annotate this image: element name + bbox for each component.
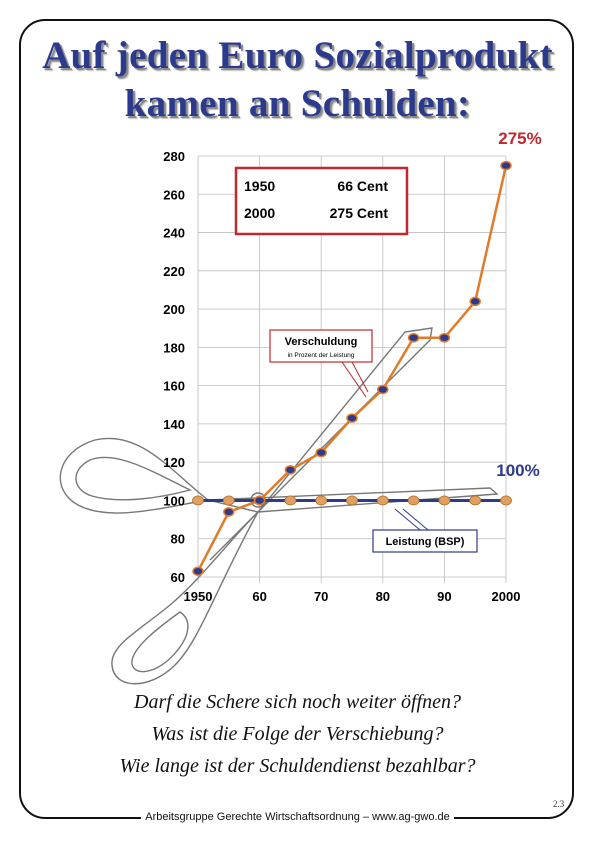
y-tick-160: 160: [163, 379, 185, 394]
footer-text: Arbeitsgruppe Gerechte Wirtschaftsordnun…: [141, 811, 454, 823]
y-tick-140: 140: [163, 417, 185, 432]
x-tick-2000: 2000: [492, 589, 521, 604]
callout-leistung: Leistung (BSP): [372, 508, 478, 553]
question-1: Darf die Schere sich noch weiter öffnen?: [134, 691, 461, 713]
series-markers: [192, 160, 512, 577]
title-line-1: Auf jeden Euro Sozialprodukt: [42, 34, 553, 77]
callout-verschuldung-title: Verschuldung: [285, 336, 358, 348]
callout-verschuldung-subtitle: in Prozent der Leistung: [288, 352, 355, 359]
point-leistung-1975: [346, 495, 358, 506]
y-tick-240: 240: [163, 226, 185, 241]
y-tick-180: 180: [163, 340, 185, 355]
point-verschuldung-1995: [469, 296, 481, 307]
y-tick-220: 220: [163, 264, 185, 279]
callout-leistung-title: Leistung (BSP): [386, 536, 465, 548]
point-leistung-1980: [376, 495, 389, 506]
y-tick-100: 100: [163, 493, 185, 508]
x-tick-60: 60: [252, 589, 266, 604]
point-verschuldung-1950: [192, 566, 204, 577]
point-verschuldung-1960: [253, 495, 266, 506]
info-box: 1950 66 Cent 2000 275 Cent: [234, 166, 409, 236]
point-leistung-1955: [222, 495, 235, 506]
scissors-icon: [59, 327, 499, 685]
questions: Darf die Schere sich noch weiter öffnen?…: [0, 686, 595, 782]
point-verschuldung-1970: [315, 447, 327, 458]
point-verschuldung-1965: [284, 465, 297, 475]
point-verschuldung-1990: [438, 333, 451, 343]
title-line-2: kamen an Schulden:: [124, 82, 471, 125]
y-tick-60: 60: [171, 570, 185, 585]
point-verschuldung-1985: [407, 333, 420, 343]
point-leistung-1995: [469, 495, 482, 506]
x-tick-70: 70: [314, 589, 328, 604]
point-leistung-1965: [284, 495, 297, 506]
point-verschuldung-1955: [223, 507, 235, 517]
info-value-1950: 66 Cent: [337, 178, 388, 194]
y-tick-80: 80: [171, 532, 185, 547]
info-year-1950: 1950: [244, 178, 275, 194]
point-leistung-1990: [438, 495, 451, 506]
point-verschuldung-1980: [377, 384, 389, 395]
info-value-2000: 275 Cent: [330, 205, 389, 221]
point-leistung-1950: [192, 495, 204, 506]
question-2: Was ist die Folge der Verschiebung?: [151, 723, 444, 745]
callout-verschuldung: Verschuldung in Prozent der Leistung: [269, 329, 373, 398]
info-year-2000: 2000: [244, 205, 275, 221]
axis-labels: 60 80 100 120 140 160 180 200 220 240 260 280 1950 60…: [163, 149, 520, 604]
x-tick-80: 80: [376, 589, 390, 604]
question-3: Wie lange ist der Schuldendienst bezahlb…: [119, 755, 476, 777]
x-tick-90: 90: [437, 589, 451, 604]
point-leistung-1985: [407, 495, 420, 506]
y-tick-260: 260: [163, 187, 185, 202]
footer: Arbeitsgruppe Gerechte Wirtschaftsordnun…: [0, 811, 595, 823]
end-label-275: 275%: [498, 129, 541, 148]
point-leistung-1970: [315, 495, 328, 506]
page-number: 2.3: [553, 799, 565, 809]
y-tick-280: 280: [163, 149, 185, 164]
y-tick-200: 200: [163, 302, 185, 317]
x-tick-1950: 1950: [184, 589, 213, 604]
point-leistung-2000: [500, 495, 512, 506]
point-verschuldung-1975: [346, 413, 358, 423]
end-label-100: 100%: [496, 461, 539, 480]
point-verschuldung-2000: [500, 160, 512, 171]
y-tick-120: 120: [163, 455, 185, 470]
